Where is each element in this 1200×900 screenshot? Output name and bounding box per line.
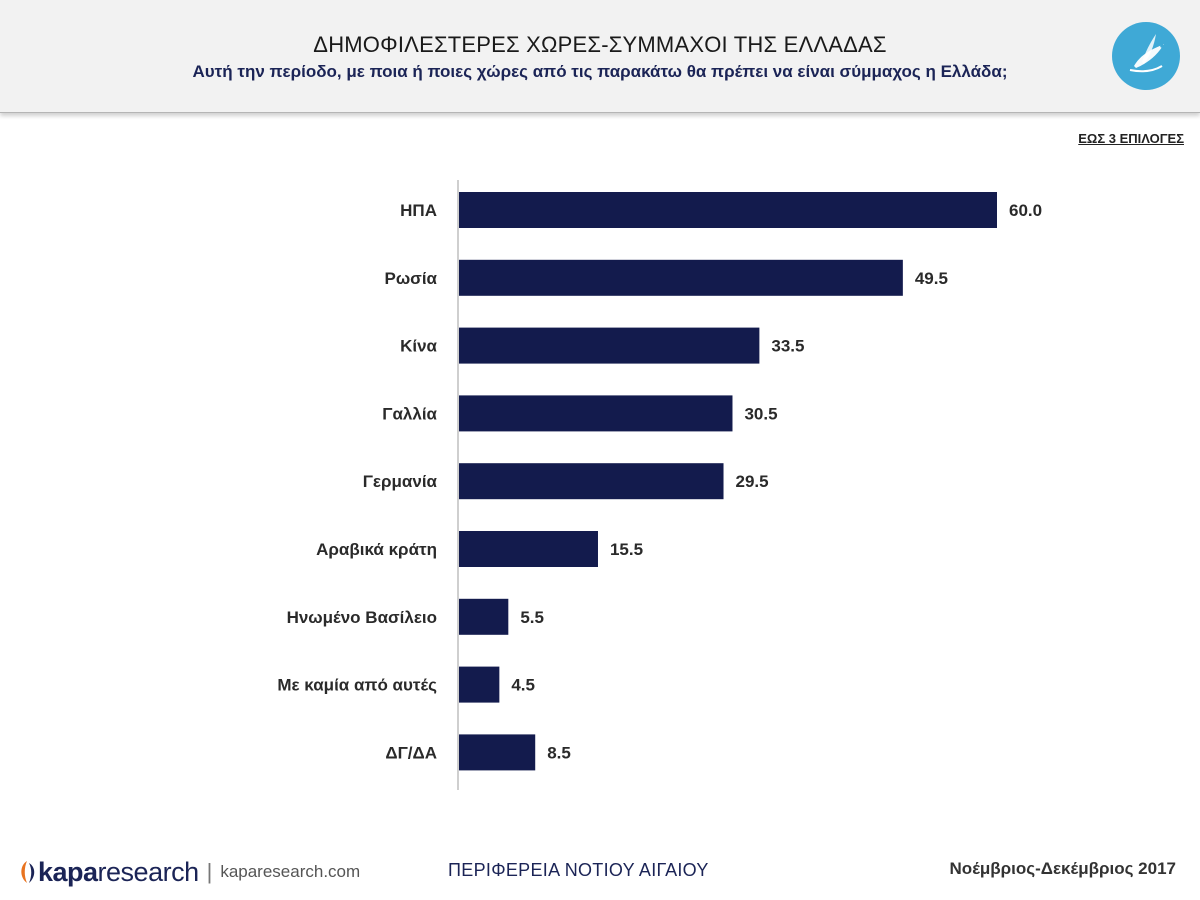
value-label: 8.5 (547, 743, 571, 762)
value-label: 30.5 (744, 404, 777, 423)
value-label: 33.5 (771, 337, 804, 356)
kapa-logo-mark-icon (16, 859, 38, 885)
brand-separator: | (206, 859, 213, 884)
category-label: Με καμία από αυτές (277, 676, 437, 695)
bar-chart: ΗΠΑ 60.0 Ρωσία 49.5 Κίνα 33.5 Γαλλία 30.5 Γερμαν… (277, 180, 1042, 790)
value-label: 4.5 (511, 676, 535, 695)
survey-period: Νοέμβριος-Δεκέμβριος 2017 (949, 859, 1176, 878)
dove-olive-branch-icon (1112, 22, 1180, 90)
bar (459, 259, 903, 296)
category-label: Κίνα (400, 337, 437, 356)
kapa-research-logo: kapa research | kaparesearch.com (16, 855, 360, 889)
category-label: ΔΓ/ΔΑ (385, 743, 437, 762)
category-label: Γερμανία (363, 472, 438, 491)
bar (459, 666, 500, 703)
bar (459, 598, 509, 635)
brand-name-kapa: kapa (38, 856, 98, 887)
value-label: 29.5 (736, 472, 769, 491)
value-label: 5.5 (520, 608, 544, 627)
category-label: Ρωσία (384, 269, 437, 288)
category-label: Γαλλία (382, 404, 437, 423)
bar (459, 734, 536, 771)
region-label: ΠΕΡΙΦΕΡΕΙΑ ΝΟΤΙΟΥ ΑΙΓΑΙΟΥ (448, 860, 709, 880)
category-label: Αραβικά κράτη (316, 540, 437, 559)
brand-url: kaparesearch.com (220, 862, 361, 881)
value-label: 49.5 (915, 269, 948, 288)
bar (459, 531, 598, 567)
choice-note: ΕΩΣ 3 ΕΠΙΛΟΓΕΣ (1078, 131, 1184, 146)
bar (459, 192, 997, 228)
chart-subtitle: Αυτή την περίοδο, με ποια ή ποιες χώρες … (192, 62, 1008, 81)
header-band: ΔΗΜΟΦΙΛΕΣΤΕΡΕΣ ΧΩΡΕΣ-ΣΥΜΜΑΧΟΙ ΤΗΣ ΕΛΛΑΔΑ… (0, 0, 1200, 113)
category-label: ΗΠΑ (400, 201, 437, 220)
bar (459, 395, 733, 432)
bar (459, 463, 724, 500)
value-label: 15.5 (610, 540, 643, 559)
bar (459, 327, 760, 364)
category-label: Ηνωμένο Βασίλειο (287, 608, 437, 627)
brand-name-research: research (97, 856, 200, 887)
chart-title: ΔΗΜΟΦΙΛΕΣΤΕΡΕΣ ΧΩΡΕΣ-ΣΥΜΜΑΧΟΙ ΤΗΣ ΕΛΛΑΔΑ… (313, 32, 887, 57)
value-label: 60.0 (1009, 201, 1042, 220)
